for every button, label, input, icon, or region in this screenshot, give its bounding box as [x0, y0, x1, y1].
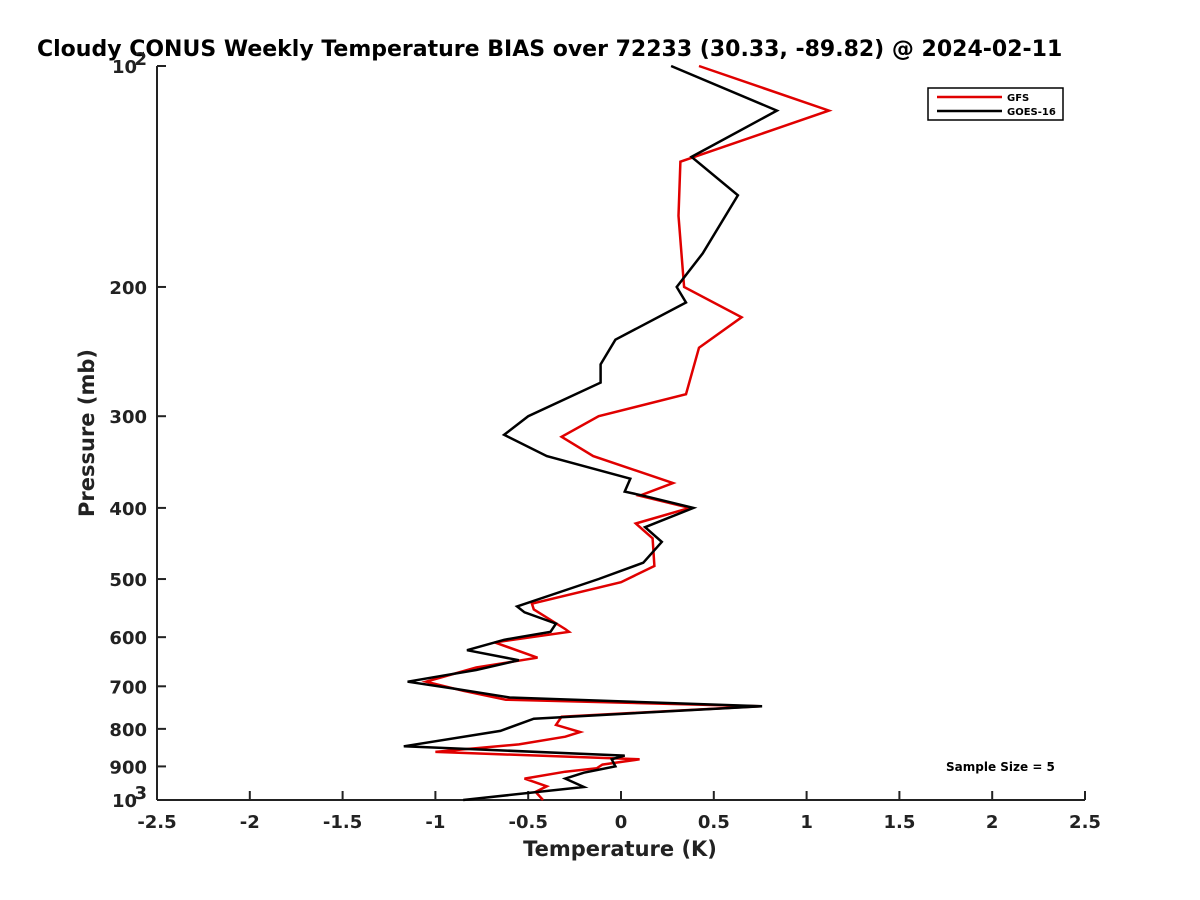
x-tick-label: 0: [615, 812, 628, 833]
x-tick-label: 1: [800, 812, 813, 833]
x-axis-label: Temperature (K): [523, 837, 717, 861]
x-tick-label: 2.5: [1069, 812, 1101, 833]
y-tick-label: 300: [109, 407, 147, 428]
axes: -2.5 -2 -1.5 -1 -0.5 0 0.5 1 1.5 2 2.5102200300400…: [109, 49, 1101, 833]
y-tick-label: 400: [109, 499, 147, 520]
x-tick-label: 2: [986, 812, 999, 833]
y-tick-label: 200: [109, 278, 147, 299]
chart-title: Cloudy CONUS Weekly Temperature BIAS ove…: [37, 37, 1062, 62]
x-tick-label: -0.5: [509, 812, 548, 833]
series-line-gfs: [421, 64, 833, 801]
legend-label: GOES-16: [1007, 107, 1056, 118]
series-layer: [403, 64, 833, 802]
y-tick-label: 10: [112, 57, 137, 78]
y-tick-label: 800: [109, 720, 147, 741]
y-tick-exponent: 2: [134, 49, 147, 70]
y-axis-label: Pressure (mb): [75, 349, 99, 517]
x-tick-label: -1: [425, 812, 445, 833]
y-tick-label: 500: [109, 570, 147, 591]
legend-box: [927, 87, 1064, 121]
x-tick-label: 1.5: [883, 812, 915, 833]
x-tick-label: -2: [240, 812, 260, 833]
y-tick-label: 700: [109, 677, 147, 698]
x-tick-label: -1.5: [323, 812, 362, 833]
legend: GFS GOES-16: [927, 87, 1064, 121]
sample-size-annotation: Sample Size = 5: [946, 760, 1055, 774]
y-tick-label: 900: [109, 757, 147, 778]
x-tick-label: 0.5: [698, 812, 730, 833]
legend-label: GFS: [1007, 93, 1029, 104]
y-tick-label: 10: [112, 791, 137, 812]
series-line-goes-16: [403, 64, 780, 802]
x-tick-label: -2.5: [137, 812, 176, 833]
y-tick-exponent: 3: [134, 783, 147, 804]
y-tick-label: 600: [109, 628, 147, 649]
